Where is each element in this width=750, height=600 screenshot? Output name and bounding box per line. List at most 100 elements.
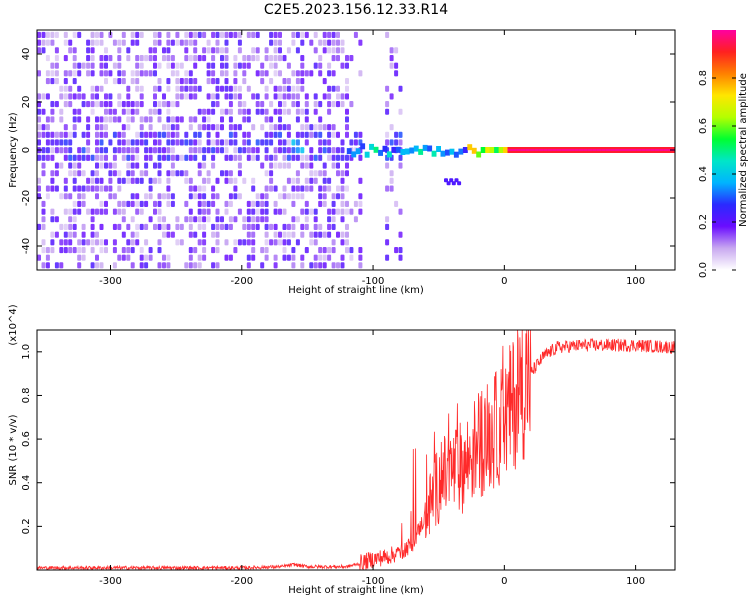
heatmap-cell <box>255 154 260 161</box>
heatmap-cell <box>211 139 216 146</box>
heatmap-cell <box>327 208 332 215</box>
colorbar-tick-label: 0.8 <box>698 70 709 86</box>
heatmap-cell <box>157 262 162 269</box>
heatmap-cell <box>170 39 175 46</box>
signal-core-cell <box>659 149 665 151</box>
heatmap-cell <box>135 139 140 146</box>
heatmap-cell <box>291 231 296 238</box>
heatmap-cell <box>304 139 309 146</box>
heatmap-cell <box>188 177 193 184</box>
heatmap-cell <box>54 147 59 154</box>
heatmap-cell <box>211 93 216 100</box>
heatmap-cell <box>304 162 309 169</box>
heatmap-cell <box>255 31 260 38</box>
heatmap-cell <box>255 147 260 154</box>
heatmap-cell <box>166 223 171 230</box>
heatmap-cell <box>273 147 278 154</box>
signal-core-cell <box>547 149 553 151</box>
heatmap-cell <box>264 55 269 62</box>
heatmap-cell <box>117 208 122 215</box>
heatmap-cell <box>340 62 345 69</box>
heatmap-cell <box>50 108 55 115</box>
heatmap-cell <box>130 116 135 123</box>
heatmap-cell <box>269 185 274 192</box>
heatmap-cell <box>251 231 256 238</box>
heatmap-cell <box>327 147 332 154</box>
heatmap-cell <box>331 131 336 138</box>
heatmap-cell <box>72 231 77 238</box>
heatmap-cell <box>153 177 157 184</box>
heatmap-cell <box>233 139 238 146</box>
heatmap-cell <box>41 131 46 138</box>
heatmap-cell <box>121 101 126 108</box>
heatmap-cell <box>90 239 95 246</box>
heatmap-cell <box>166 30 171 31</box>
heatmap-cell <box>162 93 166 100</box>
heatmap-cell <box>135 154 140 161</box>
heatmap-cell <box>50 116 55 123</box>
heatmap-cell <box>90 30 95 31</box>
heatmap-cell <box>63 177 68 184</box>
heatmap-cell <box>318 154 323 161</box>
heatmap-cell <box>41 247 46 254</box>
heatmap-cell <box>327 62 332 69</box>
heatmap-cell <box>273 70 278 77</box>
heatmap-cell <box>233 216 238 223</box>
heatmap-cell <box>318 131 323 138</box>
heatmap-cell <box>54 31 59 38</box>
heatmap-cell <box>255 108 260 115</box>
heatmap-cell <box>202 177 207 184</box>
heatmap-cell <box>50 70 55 77</box>
heatmap-cell <box>358 131 363 138</box>
heatmap-cell <box>179 223 184 230</box>
heatmap-cell <box>157 116 162 123</box>
heatmap-cell <box>309 177 314 184</box>
heatmap-cell <box>385 223 390 230</box>
heatmap-cell <box>295 216 300 223</box>
heatmap-cell <box>246 200 251 207</box>
heatmap-cell <box>197 239 202 246</box>
heatmap-cell <box>179 170 184 177</box>
top-y-ticks: -40 -20 0 20 40 <box>21 48 675 254</box>
heatmap-cell <box>394 47 399 54</box>
signal-cell <box>494 147 499 153</box>
heatmap-cell <box>175 216 180 223</box>
heatmap-cell <box>322 200 327 207</box>
heatmap-cell <box>309 154 314 161</box>
heatmap-cell <box>197 185 202 192</box>
heatmap-cell <box>68 193 73 200</box>
heatmap-cell <box>215 177 220 184</box>
heatmap-cell <box>50 170 55 177</box>
heatmap-cell <box>193 139 198 146</box>
x-tick-label: -100 <box>362 576 385 587</box>
heatmap-cell <box>215 85 220 92</box>
heatmap-cell <box>170 231 175 238</box>
heatmap-cell <box>345 108 349 115</box>
heatmap-cell <box>77 70 82 77</box>
heatmap-cell <box>95 139 99 146</box>
heatmap-cell <box>211 101 216 108</box>
heatmap-cell <box>255 139 260 146</box>
heatmap-cell <box>135 101 140 108</box>
heatmap-cell <box>54 78 59 85</box>
heatmap-cell <box>224 177 229 184</box>
heatmap-cell <box>313 124 318 131</box>
heatmap-cell <box>41 170 46 177</box>
heatmap-cell <box>211 62 216 69</box>
signal-core-cell <box>592 149 598 151</box>
heatmap-cell <box>286 177 291 184</box>
heatmap-cell <box>50 154 55 161</box>
heatmap-cell <box>215 239 220 246</box>
heatmap-cell <box>220 108 224 115</box>
heatmap-cell <box>139 200 144 207</box>
heatmap-cell <box>300 31 305 38</box>
heatmap-cell <box>99 239 104 246</box>
heatmap-cell <box>220 124 224 131</box>
heatmap-cell <box>345 162 349 169</box>
heatmap-cell <box>233 31 238 38</box>
heatmap-cell <box>331 216 336 223</box>
heatmap-cell <box>327 254 332 261</box>
heatmap-cell <box>126 247 131 254</box>
